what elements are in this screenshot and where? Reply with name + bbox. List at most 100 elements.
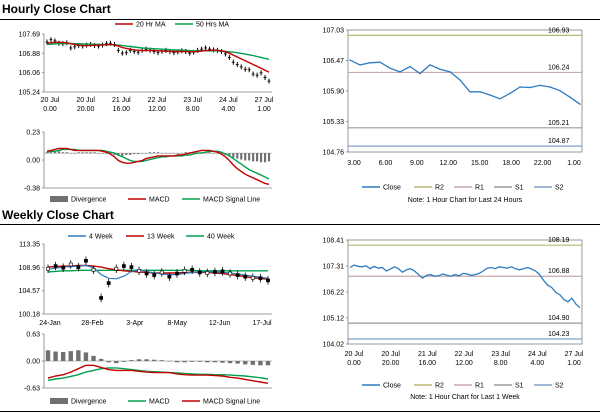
weekly-macd-divergence-bar-16 xyxy=(167,361,172,362)
weekly-price-xtick-3: 8-May xyxy=(167,320,187,327)
weekly-close-close-line xyxy=(349,264,581,309)
hourly-close-level-label-r2: 106.93 xyxy=(548,27,570,34)
weekly-price-13week-line xyxy=(47,264,269,280)
hourly-macd-divergence-bar-29 xyxy=(160,153,164,154)
hourly-price-svg: 107.69 106.88 106.06 105.24 20 Hr MA 50 Hrs M… xyxy=(19,22,274,114)
hourly-close-xtick-1: 6.00 xyxy=(379,160,393,167)
hourly-macd-ytick-2: -0.38 xyxy=(24,186,40,193)
weekly-price-xtick-0: 24-Jan xyxy=(39,320,61,327)
hourly-price-xtick-3: 22 Jul 12.00 xyxy=(148,97,167,113)
weekly-price-candle-19 xyxy=(190,267,195,272)
weekly-close-svg: 108.41 107.31 106.22 105.12 104.02 108.19 106.… xyxy=(323,237,584,401)
hourly-close-close-point-22 xyxy=(569,96,571,98)
hourly-macd-divergence-bar-12 xyxy=(93,152,96,154)
hourly-close-close-point-0 xyxy=(349,59,351,61)
weekly-macd-divergence-bar-1 xyxy=(53,351,58,361)
hourly-macd-divergence-bar-46 xyxy=(228,153,231,156)
weekly-close-note: Note: 1 Hour Chart for Last 1 Week xyxy=(410,394,520,401)
hourly-price-legend-ma20-label: 20 Hr MA xyxy=(136,22,166,29)
weekly-price-candle-0 xyxy=(46,266,50,271)
hourly-macd-divergence-bar-2 xyxy=(53,151,56,154)
hourly-close-close-point-18 xyxy=(529,86,531,89)
weekly-price-candle-3 xyxy=(68,262,73,267)
hourly-close-close-point-12 xyxy=(469,91,471,93)
hourly-close-xtick-5: 18.00 xyxy=(502,160,520,167)
hourly-macd-legend-divergence-label: Divergence xyxy=(71,197,107,204)
hourly-close-close-point-10 xyxy=(449,71,451,73)
hourly-close-close-point-13 xyxy=(479,91,481,93)
weekly-price-candle-6 xyxy=(91,267,96,272)
weekly-price-candle-24 xyxy=(228,271,232,276)
hourly-macd-divergence-bar-13 xyxy=(97,153,100,154)
weekly-price-candle-7 xyxy=(99,296,104,300)
hourly-macd-divergence-bar-23 xyxy=(137,153,140,155)
hourly-close-level-label-r1: 106.24 xyxy=(548,64,570,71)
hourly-price-xtick-4: 23 Jul 8.00 xyxy=(183,97,202,113)
weekly-macd-ytick-1: 0.00 xyxy=(26,359,40,366)
weekly-close-level-label-r1: 106.88 xyxy=(548,268,570,275)
weekly-close-legend-r1-label: R1 xyxy=(475,383,484,390)
weekly-close-legend-s1-label: S1 xyxy=(515,383,524,390)
hourly-close-ytick-0: 107.03 xyxy=(323,28,345,35)
hourly-close-close-point-1 xyxy=(359,64,361,66)
weekly-macd-divergence-bar-0 xyxy=(45,350,51,361)
hourly-macd-divergence-bar-26 xyxy=(149,152,152,154)
hourly-macd-legend-macd-label: MACD xyxy=(149,197,170,204)
weekly-macd-divergence-bar-2 xyxy=(60,352,66,361)
weekly-price-candle-12 xyxy=(137,269,141,273)
hourly-macd-divergence-bar-50 xyxy=(244,153,247,161)
hourly-close-plot-frame xyxy=(347,29,583,153)
weekly-macd-divergence-bar-18 xyxy=(182,361,187,363)
hourly-macd-divergence-bar-10 xyxy=(85,152,88,154)
weekly-price-candle-4 xyxy=(76,265,81,269)
hourly-macd-divergence-bar-42 xyxy=(212,153,215,154)
hourly-macd-divergence-bar-11 xyxy=(89,152,92,154)
weekly-price-legend-13week-label: 13 Week xyxy=(147,234,175,241)
hourly-price-ytick-1: 106.88 xyxy=(19,51,41,58)
hourly-macd-divergence-bar-35 xyxy=(184,152,187,154)
weekly-macd-divergence-bar-7 xyxy=(98,358,104,361)
hourly-close-legend-r1-label: R1 xyxy=(475,185,484,192)
hourly-macd-divergence-bar-6 xyxy=(69,153,72,154)
hourly-macd-divergence-bar-9 xyxy=(81,152,84,154)
weekly-macd-divergence-bar-8 xyxy=(106,361,111,363)
weekly-price-40week-line xyxy=(47,269,268,273)
hourly-price-ma50-line xyxy=(46,42,270,60)
hourly-macd-divergence-bar-8 xyxy=(77,152,80,154)
hourly-close-close-point-9 xyxy=(439,68,441,70)
bottom-rule xyxy=(0,411,600,412)
weekly-macd-legend-divergence-label: Divergence xyxy=(71,399,107,406)
weekly-macd-divergence-bar-29 xyxy=(265,361,271,366)
weekly-price-candle-11 xyxy=(129,265,134,269)
hourly-macd-ytick-1: 0.00 xyxy=(26,158,40,165)
weekly-price-candle-25 xyxy=(235,273,240,277)
hourly-macd-divergence-bar-47 xyxy=(232,153,235,158)
hourly-macd-divergence-bar-17 xyxy=(113,153,116,155)
hourly-macd-divergence-bar-31 xyxy=(168,153,171,154)
hourly-price-chart: 107.69 106.88 106.06 105.24 20 Hr MA 50 Hrs M… xyxy=(0,20,290,124)
weekly-price-4week-line xyxy=(47,264,269,280)
hourly-close-xtick-2: 9.00 xyxy=(410,160,424,167)
weekly-macd-divergence-bar-27 xyxy=(250,361,256,365)
hourly-macd-divergence-bar-56 xyxy=(267,153,271,162)
hourly-close-legend-close-label: Close xyxy=(383,185,401,192)
hourly-section-rule xyxy=(0,19,600,20)
weekly-macd-divergence-bar-17 xyxy=(174,361,180,363)
hourly-close-level-label-s1: 105.21 xyxy=(548,120,570,127)
hourly-close-close-point-21 xyxy=(559,90,561,92)
hourly-close-close-point-14 xyxy=(489,94,491,96)
weekly-macd-divergence-bar-11 xyxy=(129,360,134,361)
weekly-close-legend-r2-label: R2 xyxy=(435,383,444,390)
hourly-macd-divergence-bar-34 xyxy=(180,153,183,154)
hourly-macd-divergence-bar-21 xyxy=(129,153,132,155)
hourly-macd-ytick-0: 0.23 xyxy=(26,130,40,137)
weekly-macd-divergence-bar-28 xyxy=(258,361,263,366)
hourly-macd-divergence-bar-4 xyxy=(61,152,64,154)
hourly-close-ytick-2: 105.90 xyxy=(323,89,345,96)
weekly-close-xtick-4: 23 Jul 8.00 xyxy=(491,351,510,367)
hourly-price-xtick-0: 20 Jul 0.00 xyxy=(41,97,60,113)
weekly-macd-divergence-bar-19 xyxy=(189,361,195,362)
hourly-close-close-point-5 xyxy=(399,71,401,73)
hourly-macd-legend-divergence-swatch xyxy=(50,196,68,202)
weekly-macd-divergence-bar-9 xyxy=(114,361,119,364)
